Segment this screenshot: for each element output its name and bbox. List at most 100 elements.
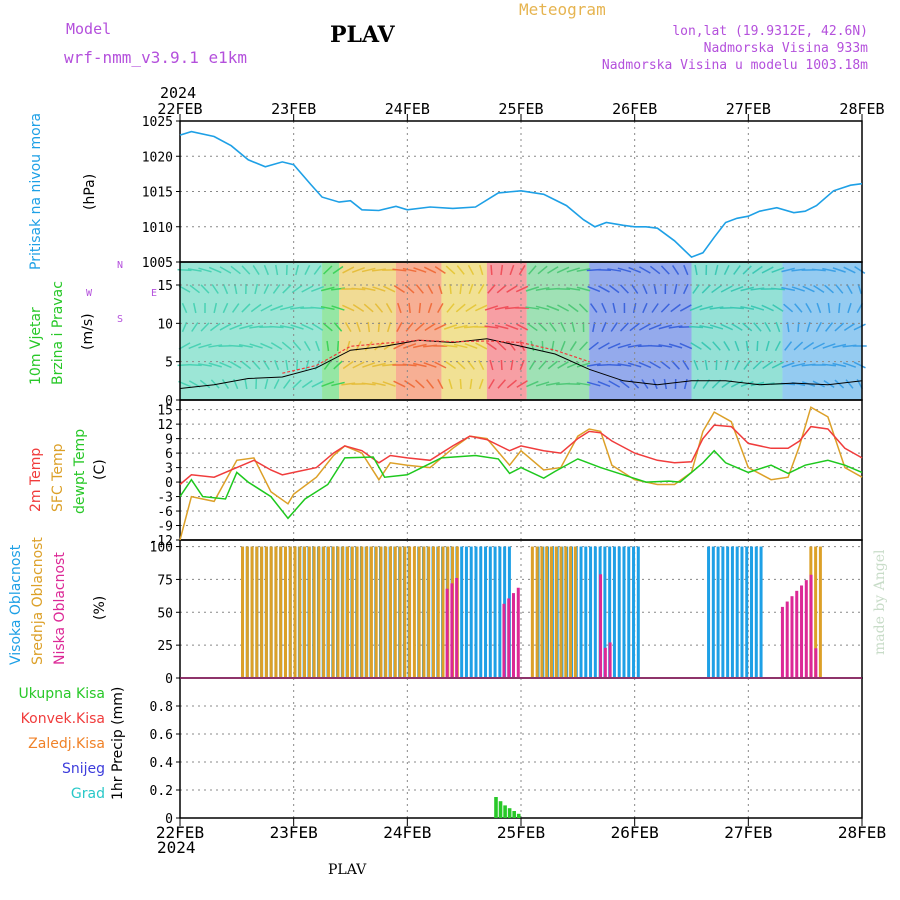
- wind-arrow-77: [295, 264, 300, 276]
- cloud-bar-127: [417, 546, 421, 677]
- wind-arrow-207: [475, 342, 488, 350]
- cloud-bar-113: [350, 546, 354, 677]
- wind-arrow-407: [770, 287, 785, 291]
- wind-arrow-374: [720, 323, 733, 331]
- wind-arrow-200: [464, 343, 478, 349]
- wind-arrow-425: [791, 362, 806, 368]
- wind-arrow-48: [244, 378, 248, 390]
- wind-arrow-355: [693, 359, 699, 371]
- wind-arrow-45: [239, 324, 253, 330]
- wind-arrow-277: [579, 341, 588, 351]
- wind-arrow-389: [745, 340, 749, 352]
- cloud-bar-52: [493, 546, 497, 677]
- wind-arrow-410: [774, 340, 781, 352]
- wind-arrow-147: [392, 268, 407, 272]
- cloud-bar-65: [579, 546, 583, 677]
- wind-arrow-173: [423, 362, 437, 368]
- cloud-bar-123: [398, 546, 402, 677]
- wind-arrow-8: [189, 284, 201, 294]
- wind-arrow-231: [518, 265, 526, 275]
- cloud-bar-71: [608, 546, 612, 677]
- wind-arrow-358: [701, 284, 711, 294]
- cloud-bar-122: [393, 546, 397, 677]
- wind-arrow-56: [263, 264, 270, 276]
- wind-arrow-99: [320, 286, 335, 292]
- wind-arrow-349: [683, 378, 688, 390]
- wind-arrow-127: [361, 286, 376, 292]
- wind-arrow-232: [515, 285, 529, 293]
- cloud-bar-99: [283, 546, 287, 677]
- wind-arrow-72: [280, 305, 294, 311]
- wind-arrow-323: [653, 283, 657, 295]
- precip-bar-0: [494, 797, 498, 818]
- cloud-bar-159: [780, 606, 784, 677]
- wind-arrow-305: [617, 343, 632, 349]
- wind-arrow-139: [372, 381, 386, 387]
- cloud-bar-156: [599, 574, 603, 677]
- wind-arrow-23: [213, 302, 218, 314]
- wind-arrow-262: [560, 321, 566, 333]
- wind-arrow-38: [229, 323, 243, 331]
- wind-arrow-194: [455, 360, 466, 370]
- cloud-bar-89: [759, 546, 763, 677]
- cloud-bar-82: [726, 546, 730, 677]
- wind-arrow-20: [199, 379, 211, 389]
- wind-arrow-258: [545, 382, 560, 386]
- ytick-label-2-5: 3: [165, 462, 173, 477]
- cloud-label-3: Niska Oblacnost: [52, 552, 68, 665]
- wind-arrow-222: [500, 359, 503, 371]
- wind-arrow-424: [793, 341, 804, 351]
- wind-arrow-429: [805, 303, 812, 313]
- wind-arrow-92: [311, 285, 324, 293]
- cloud-bar-116: [365, 546, 369, 677]
- wind-arrow-134: [372, 286, 386, 292]
- wind-arrow-385: [742, 265, 752, 275]
- xtick-label-bottom-0: 22FEB: [156, 823, 204, 842]
- ytick-label-1-3: 15: [157, 279, 173, 294]
- sfc-temp-line: [179, 406, 863, 541]
- year-label-bottom: 2024: [157, 838, 196, 857]
- wind-arrow-103: [323, 360, 332, 370]
- precip-bar-5: [516, 813, 521, 818]
- xtick-label-bottom-5: 27FEB: [724, 823, 772, 842]
- precip-label-4: Snijeg: [61, 761, 105, 777]
- wind-arrow-455: [843, 266, 856, 274]
- precip-bar-4: [512, 811, 516, 818]
- cloud-bar-139: [545, 546, 549, 677]
- wind-arrow-100: [320, 305, 335, 311]
- wind-arrow-40: [229, 361, 242, 369]
- wind-arrow-409: [775, 321, 781, 333]
- wind-arrow-170: [427, 302, 433, 314]
- wind-arrow-343: [683, 264, 689, 276]
- wind-arrow-80: [290, 324, 304, 330]
- wind-arrow-190: [459, 283, 463, 295]
- wind-arrow-270: [569, 341, 577, 351]
- wind-arrow-457: [847, 302, 852, 314]
- wind-arrow-223: [497, 379, 506, 389]
- cloud-bar-74: [622, 546, 626, 677]
- wind-arrow-278: [576, 362, 591, 368]
- cloud-bar-158: [608, 642, 612, 677]
- wind-arrow-153: [393, 380, 406, 388]
- wind-arrow-10: [191, 322, 199, 332]
- xtick-label-bottom-4: 26FEB: [611, 823, 659, 842]
- wind-arrow-101: [322, 322, 333, 332]
- wind-arrow-44: [241, 303, 251, 313]
- wind-arrow-284: [588, 341, 599, 351]
- wind-arrow-252: [547, 266, 559, 274]
- wind-arrow-365: [711, 284, 722, 294]
- wind-arrow-388: [742, 322, 753, 332]
- wind-arrow-333: [658, 344, 673, 348]
- ytick-label-0-3: 1020: [142, 150, 173, 165]
- wind-arrow-370: [711, 379, 722, 389]
- cloud-bar-50: [484, 546, 488, 677]
- wind-arrow-391: [740, 380, 754, 388]
- wind-arrow-336: [671, 265, 680, 275]
- wind-arrow-421: [791, 286, 805, 292]
- wind-arrow-42: [241, 265, 251, 275]
- cloud-bar-94: [260, 546, 264, 677]
- wind-arrow-331: [660, 303, 670, 313]
- wind-arrow-318: [639, 323, 651, 331]
- temp-label-1: 2m Temp: [28, 447, 44, 512]
- wind-arrow-437: [815, 321, 822, 333]
